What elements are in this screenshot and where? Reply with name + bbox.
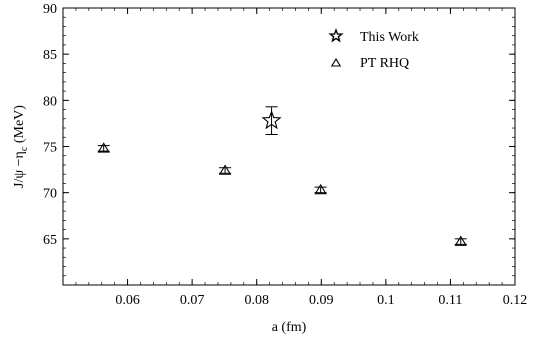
plot-frame: [62, 7, 516, 286]
y-axis-ticks: 65 70 75 80 85 90: [43, 2, 515, 286]
x-tick-label: 0.11: [438, 293, 462, 308]
x-tick-label: 0.07: [180, 293, 205, 308]
y-axis-label: J/ψ −ηc (MeV): [12, 105, 30, 188]
data-point-triangle: [97, 142, 110, 153]
x-tick-label: 0.08: [244, 293, 269, 308]
y-tick-label: 75: [43, 141, 57, 156]
legend-marker-star: [328, 27, 344, 43]
x-tick-label: 0.06: [115, 293, 140, 308]
data-marks: [97, 106, 467, 246]
x-tick-label: 0.12: [503, 293, 528, 308]
data-point-star: [261, 110, 282, 130]
x-axis-ticks: 0.06 0.07 0.08 0.09 0.1 0.11 0.12: [62, 8, 528, 308]
data-point-triangle: [314, 183, 327, 195]
legend-marker-triangle: [330, 57, 342, 67]
legend: This Work PT RHQ: [328, 27, 419, 71]
y-axis-label-main: J/ψ −η: [12, 151, 27, 188]
x-tick-label: 0.09: [309, 293, 334, 308]
data-point-triangle: [454, 235, 467, 246]
y-axis-label-unit: (MeV): [12, 105, 27, 147]
y-tick-label: 85: [43, 48, 57, 63]
y-tick-label: 80: [43, 94, 57, 109]
x-axis-label: a (fm): [272, 320, 307, 335]
legend-label: This Work: [360, 30, 419, 45]
y-tick-label: 70: [43, 187, 57, 202]
y-tick-label: 65: [43, 233, 57, 248]
legend-label: PT RHQ: [360, 56, 409, 71]
data-point-triangle: [218, 164, 232, 175]
y-axis-label-subscript: c: [19, 146, 30, 151]
x-tick-label: 0.1: [377, 293, 395, 308]
y-tick-label: 90: [43, 2, 57, 17]
